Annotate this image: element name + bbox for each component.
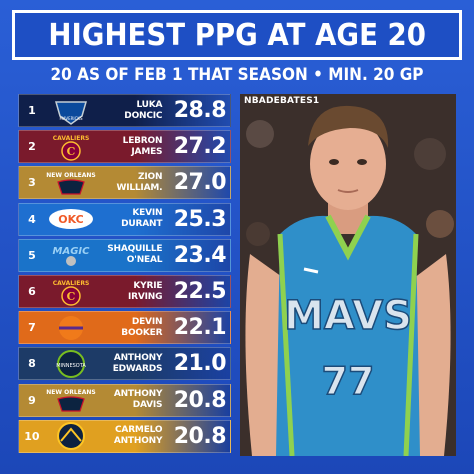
svg-text:C: C [66,145,75,158]
player-name: KYRIE IRVING [128,280,163,302]
ranking-row: 8 MINNESOTA ANTHONY EDWARDS 21.0 [18,347,231,381]
cavaliers-logo: CAVALIERS C [45,131,97,162]
ppg-value: 23.4 [173,242,227,268]
player-name: CARMELO ANTHONY [113,425,163,447]
svg-text:MINNESOTA: MINNESOTA [56,363,86,369]
ranking-row: 7 DEVIN BOOKER 22.1 [18,311,231,345]
ppg-value: 28.8 [173,98,227,123]
ranking-row: 5 MAGIC SHAQUILLE O'NEAL 23.4 [18,238,231,272]
thunder-logo: OKC [45,204,97,235]
ppg-value: 20.8 [173,387,227,413]
pelicans-logo: NEW ORLEANS [45,167,97,198]
player-name: ZION WILLIAM. [116,171,163,193]
cavaliers-logo: CAVALIERS C [45,276,97,307]
ppg-value: 27.0 [173,170,227,196]
rank-number: 1 [28,104,36,117]
ranking-row: 4 OKC KEVIN DURANT 25.3 [18,202,231,236]
magic-logo: MAGIC [45,240,97,271]
jersey-number: 77 [322,359,375,403]
svg-text:C: C [66,290,75,303]
svg-text:MAGIC: MAGIC [52,246,90,257]
rank-number: 9 [28,393,36,407]
ppg-value: 22.1 [173,315,227,341]
ranking-row: 2 CAVALIERS C LEBRON JAMES 27.2 [18,130,231,164]
rank-number: 7 [28,321,36,335]
svg-text:NEW ORLEANS: NEW ORLEANS [46,389,95,396]
jersey-team-word: MAVS [284,293,412,339]
page-title: HIGHEST PPG AT AGE 20 [48,17,426,53]
subtitle: 20 AS OF FEB 1 THAT SEASON • MIN. 20 GP [50,65,424,85]
player-name: KEVIN DURANT [121,208,163,230]
player-photo: MAVS 77 [240,94,456,456]
svg-text:NEW ORLEANS: NEW ORLEANS [46,172,95,179]
ppg-value: 20.8 [173,423,227,449]
rank-number: 2 [28,140,36,154]
rank-number: 6 [28,285,36,298]
rank-number: 4 [28,212,36,226]
player-name: LUKA DONCIC [124,99,163,121]
rank-number: 5 [28,248,36,262]
player-illustration: MAVS 77 [240,94,456,456]
svg-text:MAVERICKS: MAVERICKS [59,116,83,121]
ranking-list: 1 MAVERICKS LUKA DONCIC 28.8 2 CAVALIERS C LEBR… [18,94,231,456]
player-name: SHAQUILLE O'NEAL [107,244,163,266]
rank-number: 8 [28,357,36,371]
ranking-row: 6 CAVALIERS C KYRIE IRVING 22.5 [18,275,231,308]
player-name: DEVIN BOOKER [121,316,163,338]
ppg-value: 21.0 [173,351,227,377]
title-banner: HIGHEST PPG AT AGE 20 [12,10,462,60]
ppg-value: 22.5 [173,279,227,304]
ranking-row: 10 CARMELO ANTHONY 20.8 [18,419,231,453]
pelicans-logo: NEW ORLEANS [45,385,97,416]
ranking-row: 3 NEW ORLEANS ZION WILLIAM. 27.0 [18,166,231,200]
ppg-value: 25.3 [173,206,227,232]
player-name: ANTHONY DAVIS [113,389,163,411]
rank-number: 3 [28,176,36,190]
svg-text:CAVALIERS: CAVALIERS [52,135,89,142]
player-name: ANTHONY EDWARDS [112,352,163,374]
ppg-value: 27.2 [173,134,227,160]
timberwolves-logo: MINNESOTA [45,348,97,379]
ranking-row: 9 NEW ORLEANS ANTHONY DAVIS 20.8 [18,383,231,417]
nuggets-logo [45,421,97,452]
watermark: NBADEBATES1 [244,96,320,106]
mavericks-logo: MAVERICKS [45,95,97,126]
svg-text:CAVALIERS: CAVALIERS [52,280,89,287]
svg-text:OKC: OKC [58,213,83,226]
player-name: LEBRON JAMES [122,135,163,157]
rank-number: 10 [24,429,40,443]
suns-logo [45,312,97,343]
ranking-row: 1 MAVERICKS LUKA DONCIC 28.8 [18,94,231,127]
